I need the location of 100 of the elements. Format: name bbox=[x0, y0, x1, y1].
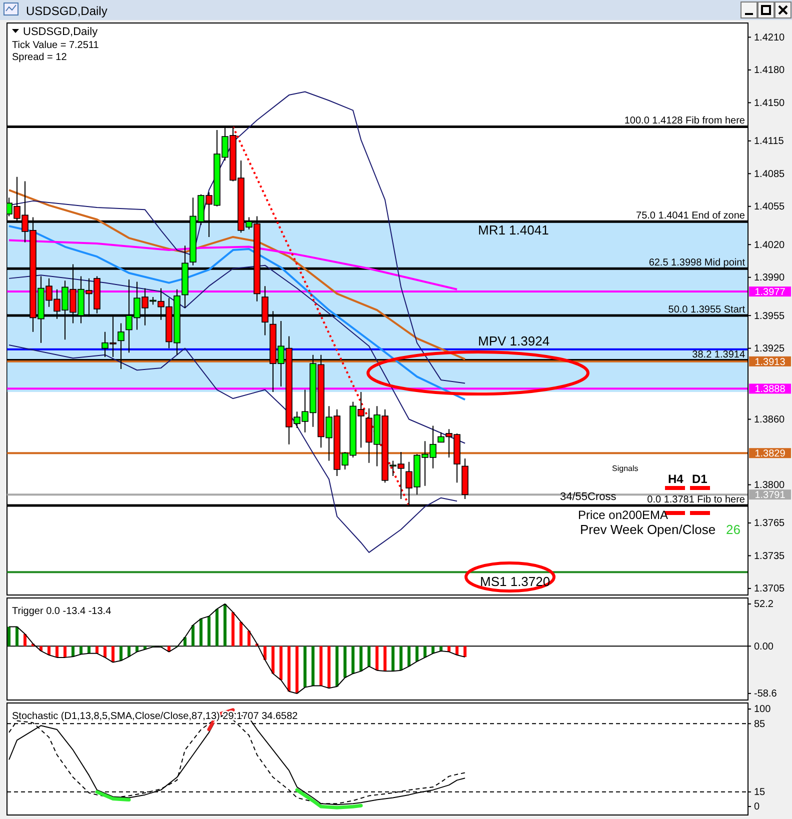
bar bbox=[24, 634, 26, 646]
bar bbox=[56, 646, 58, 658]
bar bbox=[400, 646, 402, 670]
bar bbox=[224, 604, 226, 646]
bar bbox=[328, 646, 330, 688]
y-tick-label: 1.3990 bbox=[754, 272, 786, 284]
y-tick-label: 1.3925 bbox=[754, 344, 786, 354]
bar bbox=[272, 646, 274, 674]
line-series bbox=[8, 344, 458, 553]
y-tick-label: 1.4055 bbox=[754, 202, 786, 213]
y-tick-label: 1.3800 bbox=[754, 480, 786, 491]
bar bbox=[208, 616, 210, 646]
bar bbox=[312, 646, 314, 686]
bar bbox=[456, 646, 458, 656]
bar bbox=[376, 646, 378, 670]
y-tick-label: 1.4180 bbox=[754, 65, 786, 76]
bar bbox=[464, 646, 466, 657]
bar bbox=[360, 646, 362, 672]
annotation: MR1 1.4041 bbox=[478, 222, 549, 238]
bar bbox=[184, 637, 186, 646]
bar bbox=[216, 608, 218, 646]
line-series bbox=[8, 225, 466, 401]
bar bbox=[104, 646, 106, 658]
bar bbox=[232, 612, 234, 646]
ref-line-label: 62.5 1.3998 Mid point bbox=[648, 258, 746, 269]
bar bbox=[320, 646, 322, 686]
bar bbox=[296, 646, 298, 694]
bar bbox=[352, 646, 354, 674]
bar bbox=[336, 646, 338, 687]
ref-line-label: 1.3888 bbox=[754, 384, 786, 396]
ref-line-label: 1.3977 bbox=[754, 287, 786, 298]
ref-line-label: 1.3829 bbox=[754, 448, 786, 460]
bar bbox=[408, 646, 410, 666]
ref-line-label: 75.0 1.4041 End of zone bbox=[636, 210, 746, 222]
bar bbox=[80, 646, 82, 654]
ref-line-label: 1.3791 bbox=[754, 490, 786, 502]
bar bbox=[344, 646, 346, 678]
y-tick-label: 1.4150 bbox=[754, 98, 786, 109]
y-tick-label: 1.3955 bbox=[754, 310, 786, 322]
y-tick-label: 1.4020 bbox=[754, 240, 786, 251]
annotation: Signals bbox=[612, 464, 638, 473]
annotation: MPV 1.3924 bbox=[478, 333, 550, 348]
y-tick-label: 1.3705 bbox=[754, 584, 786, 595]
y-tick-label: 100 bbox=[754, 704, 772, 716]
bar bbox=[72, 646, 74, 657]
ref-line-label: 50.0 1.3955 Start bbox=[668, 304, 746, 316]
bar bbox=[264, 646, 266, 660]
bar bbox=[416, 646, 418, 662]
bar bbox=[112, 646, 114, 662]
bar bbox=[96, 646, 98, 654]
bar bbox=[240, 622, 242, 646]
y-tick-label: 0.00 bbox=[754, 641, 774, 652]
bar bbox=[368, 646, 370, 666]
bar bbox=[48, 646, 50, 656]
annotation: 34/55Cross bbox=[560, 491, 617, 503]
bar bbox=[88, 646, 90, 654]
annotation: Tick Value = 7.2511 bbox=[12, 40, 100, 51]
bar bbox=[248, 630, 250, 646]
y-tick-label: 1.4210 bbox=[754, 32, 786, 44]
annotation: Spread = 12 bbox=[12, 52, 68, 63]
annotation: D1 bbox=[692, 472, 708, 486]
y-tick-label: -58.6 bbox=[754, 688, 778, 700]
annotation: MS1 1.3720 bbox=[480, 574, 550, 590]
annotation: Prev Week Open/Close bbox=[580, 522, 716, 537]
bar bbox=[304, 646, 306, 688]
ref-line-label: 0.0 1.3781 Fib to here bbox=[647, 494, 746, 506]
ref-line-label: 38.2 1.3914 bbox=[692, 349, 746, 360]
y-tick-label: 1.4115 bbox=[754, 136, 784, 148]
bar bbox=[280, 646, 282, 680]
bar bbox=[16, 626, 18, 646]
bar bbox=[440, 646, 442, 651]
y-tick-label: 85 bbox=[754, 718, 766, 730]
y-tick-label: 52.2 bbox=[754, 599, 774, 610]
y-tick-label: 1.4085 bbox=[754, 168, 786, 180]
bar bbox=[200, 618, 202, 646]
line-series bbox=[8, 264, 466, 444]
bar bbox=[128, 646, 130, 657]
bar bbox=[120, 646, 122, 661]
bar bbox=[384, 646, 386, 672]
bar bbox=[288, 646, 290, 692]
y-tick-label: 15 bbox=[754, 787, 766, 798]
chart-title: USDSGD,Daily bbox=[23, 26, 98, 38]
ref-line-label: 100.0 1.4128 Fib from here bbox=[624, 116, 746, 127]
bar bbox=[432, 646, 434, 654]
ref-line-label: 1.3913 bbox=[754, 356, 786, 368]
bar bbox=[448, 646, 450, 652]
bar bbox=[192, 625, 194, 646]
annotation: 26 bbox=[726, 522, 740, 537]
y-tick-label: 1.3860 bbox=[754, 414, 786, 426]
y-tick-label: 0 bbox=[754, 802, 760, 813]
annotation: Price on200EMA bbox=[578, 508, 668, 522]
bar bbox=[424, 646, 426, 658]
annotation: H4 bbox=[668, 472, 684, 486]
y-tick-label: 1.3765 bbox=[754, 518, 786, 530]
y-tick-label: 1.3735 bbox=[754, 550, 786, 562]
chart-title: USDSGD,Daily bbox=[26, 4, 108, 18]
text: Trigger 0.0 -13.4 -13.4 bbox=[12, 606, 112, 617]
bar bbox=[392, 646, 394, 672]
bar bbox=[64, 646, 66, 658]
bar bbox=[8, 626, 10, 646]
